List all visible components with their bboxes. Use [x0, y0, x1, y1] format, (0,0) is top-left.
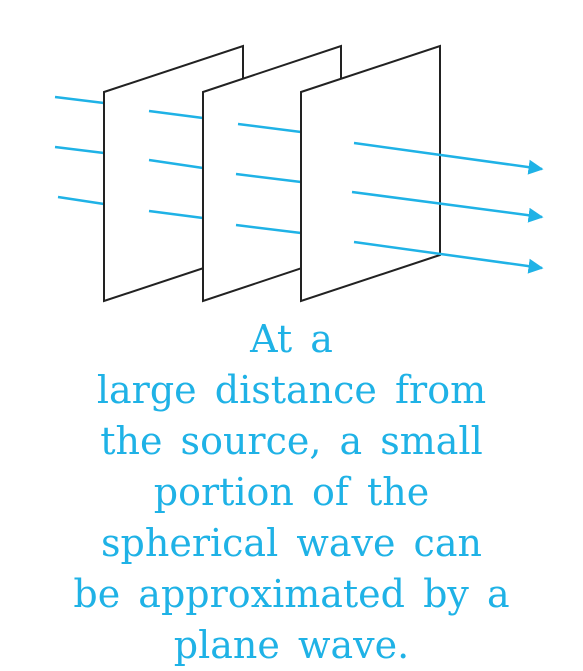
plane-wavefront-diagram — [54, 44, 544, 303]
figure-caption: At a large distance from the source, a s… — [0, 314, 583, 671]
ray-segment — [237, 122, 302, 134]
incoming-rays-group — [54, 95, 105, 206]
ray-segment — [235, 172, 302, 184]
outgoing-ray-arrow — [351, 190, 544, 223]
outgoing-ray-arrow — [353, 240, 544, 274]
ray-segment — [148, 109, 204, 120]
ray-segment — [235, 223, 302, 235]
outgoing-ray-arrow — [353, 141, 544, 175]
incoming-ray — [54, 145, 105, 155]
ray-segment — [148, 158, 204, 170]
ray-segment — [148, 209, 204, 220]
caption-line: portion of the — [153, 470, 430, 514]
caption-line: the source, a small — [100, 419, 483, 463]
rays-between-wavefronts-1-2 — [148, 109, 204, 220]
caption-line: At a — [250, 317, 333, 361]
rays-between-wavefronts-2-3 — [235, 122, 302, 235]
caption-line: large distance from — [96, 368, 487, 412]
caption-line: plane wave. — [173, 623, 410, 667]
plane-wavefront-3 — [300, 44, 441, 303]
outgoing-rays-group — [351, 141, 544, 274]
caption-line: spherical wave can — [101, 521, 482, 565]
caption-line: be approximated by a — [73, 572, 510, 616]
incoming-ray — [54, 95, 105, 105]
incoming-ray — [57, 195, 105, 206]
